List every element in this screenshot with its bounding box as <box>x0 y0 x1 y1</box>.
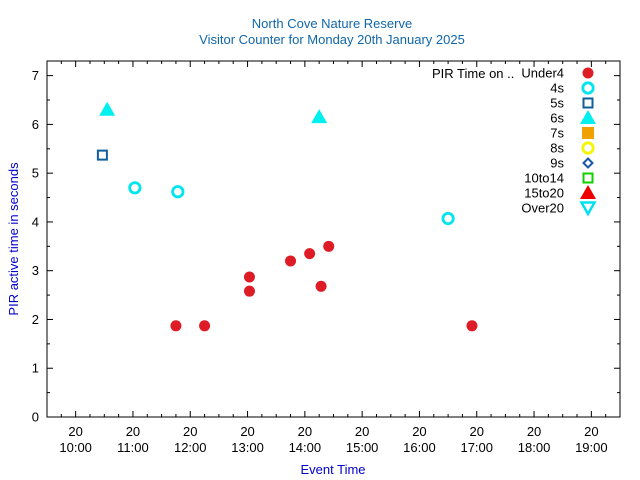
x-tick-label-time: 11:00 <box>117 440 149 455</box>
data-point-under4 <box>243 285 255 297</box>
legend-marker-under4 <box>582 67 594 79</box>
x-tick-label-time: 14:00 <box>289 440 322 455</box>
data-point-under4 <box>199 320 211 332</box>
data-point-under4 <box>285 255 297 267</box>
data-points <box>96 101 478 332</box>
x-tick-label-time: 18:00 <box>518 440 551 455</box>
data-point-under4 <box>466 320 478 332</box>
legend-marker-6s <box>580 110 596 124</box>
legend-label: 8s <box>550 141 564 156</box>
y-tick-label: 1 <box>32 361 39 376</box>
y-axis: 0 1 2 3 4 5 6 7 <box>32 68 620 425</box>
y-tick-label: 0 <box>32 410 39 425</box>
y-tick-label: 4 <box>32 214 39 229</box>
data-point-under4 <box>170 320 182 332</box>
y-axis-label: PIR active time in seconds <box>6 162 21 316</box>
x-tick-label-day: 20 <box>355 424 369 439</box>
legend-marker-10to14 <box>582 172 594 184</box>
x-tick-label-day: 20 <box>126 424 140 439</box>
x-tick-label-day: 20 <box>470 424 484 439</box>
y-tick-label: 5 <box>32 166 39 181</box>
y-tick-label: 3 <box>32 263 39 278</box>
x-axis-label: Event Time <box>300 462 365 477</box>
legend-marker-9s <box>582 157 594 169</box>
data-point-4s <box>128 181 142 195</box>
legend-label: 10to14 <box>524 171 564 186</box>
x-tick-label-day: 20 <box>527 424 541 439</box>
x-tick-label-day: 20 <box>183 424 197 439</box>
legend-marker-15to20 <box>580 185 596 199</box>
x-axis: 2010:002011:002012:002013:002014:002015:… <box>59 61 608 455</box>
legend-title: PIR Time on .. <box>432 66 514 81</box>
x-tick-label-day: 20 <box>412 424 426 439</box>
legend-label: 9s <box>550 156 564 171</box>
x-tick-label-time: 17:00 <box>460 440 493 455</box>
x-tick-label-day: 20 <box>298 424 312 439</box>
legend-label: 15to20 <box>524 186 564 201</box>
legend-marker-4s <box>581 81 595 95</box>
legend: PIR Time on .. Under44s5s6s7s8s9s10to141… <box>432 66 597 217</box>
data-point-under4 <box>315 280 327 292</box>
y-tick-label: 2 <box>32 312 39 327</box>
legend-marker-over20 <box>579 201 597 217</box>
x-tick-label-day: 20 <box>240 424 254 439</box>
legend-label: Over20 <box>521 201 564 216</box>
legend-label: Under4 <box>521 66 564 81</box>
data-point-under4 <box>304 248 316 260</box>
data-point-under4 <box>323 240 335 252</box>
x-tick-label-time: 15:00 <box>346 440 379 455</box>
x-tick-label-time: 13:00 <box>231 440 264 455</box>
x-tick-label-time: 16:00 <box>403 440 436 455</box>
x-tick-label-day: 20 <box>584 424 598 439</box>
x-tick-label-time: 10:00 <box>59 440 92 455</box>
data-point-6s <box>99 101 116 116</box>
legend-marker-8s <box>581 141 595 155</box>
data-point-5s <box>96 149 108 161</box>
data-point-under4 <box>243 271 255 283</box>
chart-title: North Cove Nature Reserve <box>252 16 412 31</box>
data-point-4s <box>171 185 185 199</box>
legend-label: 4s <box>550 81 564 96</box>
data-point-6s <box>311 109 328 124</box>
plot-area-frame <box>46 60 621 418</box>
data-point-4s <box>441 211 455 226</box>
legend-label: 7s <box>550 126 564 141</box>
x-tick-label-time: 12:00 <box>174 440 207 455</box>
chart-subtitle: Visitor Counter for Monday 20th January … <box>199 32 465 47</box>
legend-marker-7s <box>582 127 594 139</box>
legend-label: 5s <box>550 96 564 111</box>
x-tick-label-day: 20 <box>68 424 82 439</box>
y-tick-label: 7 <box>32 68 39 83</box>
legend-marker-5s <box>582 97 594 109</box>
x-tick-label-time: 19:00 <box>575 440 608 455</box>
legend-label: 6s <box>550 111 564 126</box>
y-tick-label: 6 <box>32 117 39 132</box>
